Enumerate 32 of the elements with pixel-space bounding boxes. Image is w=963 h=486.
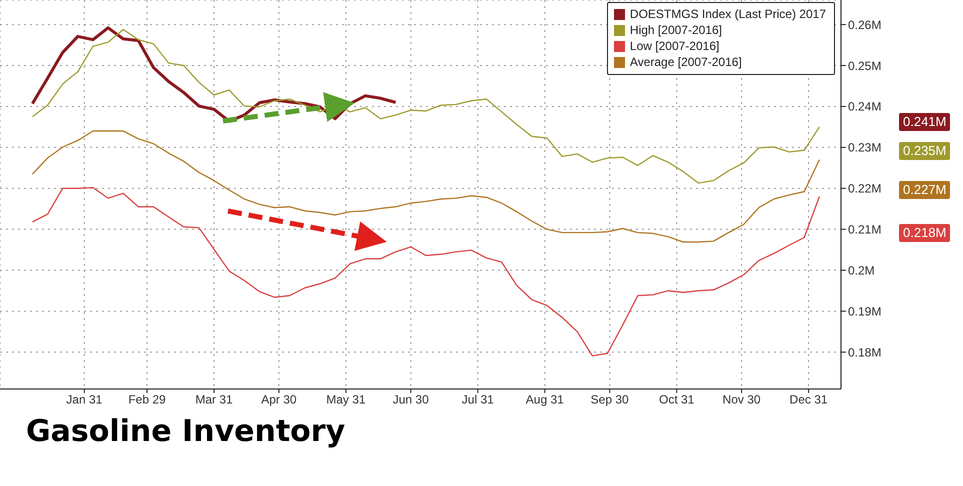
line-series (32, 186, 820, 356)
legend-label: Average [2007-2016] (630, 54, 742, 70)
y-tick-label: 0.23M (848, 140, 882, 155)
x-tick-label: Sep 30 (590, 392, 630, 407)
y-tick-label: 0.24M (848, 100, 882, 114)
text: 0.218M (899, 224, 950, 242)
y-tick-label: 0.2M (848, 264, 875, 278)
x-tick-label: Feb 29 (128, 392, 166, 407)
legend-label: Low [2007-2016] (630, 38, 720, 54)
x-tick-label: May 31 (326, 392, 366, 407)
legend-label: DOESTMGS Index (Last Price) 2017 (630, 6, 826, 22)
y-tick-label: 0.25M (848, 58, 882, 73)
x-tick-label: Dec 31 (790, 392, 828, 407)
line-series (32, 130, 820, 243)
x-tick-label: Jun 30 (392, 392, 430, 407)
x-tick-label: Nov 30 (722, 392, 761, 407)
text: Gasoline Inventory (26, 414, 346, 449)
y-tick-label: 0.22M (848, 182, 882, 196)
x-tick-label: Oct 31 (659, 392, 695, 407)
x-tick-label: Apr 30 (261, 392, 297, 407)
text: 0.227M (899, 180, 950, 199)
legend-label: High [2007-2016] (630, 22, 722, 38)
x-tick-label: Mar 31 (195, 392, 234, 407)
x-tick-label: Jul 31 (462, 392, 494, 407)
text: 0.241M (899, 112, 950, 131)
x-tick-label: Jan 31 (66, 392, 103, 407)
y-tick-label: 0.18M (848, 345, 882, 360)
x-tick-label: Aug 31 (526, 392, 564, 407)
y-tick-label: 0.21M (848, 222, 882, 237)
text: 0.235M (899, 142, 950, 160)
y-tick-label: 0.19M (848, 304, 882, 318)
y-tick-label: 0.26M (848, 18, 882, 32)
